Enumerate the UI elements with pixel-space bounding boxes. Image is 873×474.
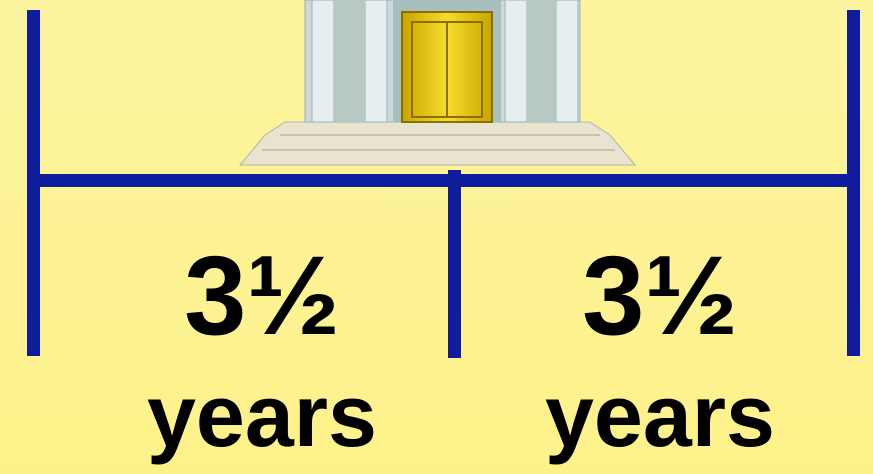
diagram: 3½ years 3½ years	[0, 0, 873, 474]
segment-amount: 3½	[184, 233, 340, 358]
segment-unit: years	[545, 366, 775, 465]
segment-amount: 3½	[582, 233, 738, 358]
timeline-axis	[27, 174, 860, 187]
timeline-midpoint	[448, 170, 461, 358]
segment-unit: years	[147, 366, 377, 465]
page: 3½ years 3½ years (() => { const data = …	[0, 0, 873, 474]
